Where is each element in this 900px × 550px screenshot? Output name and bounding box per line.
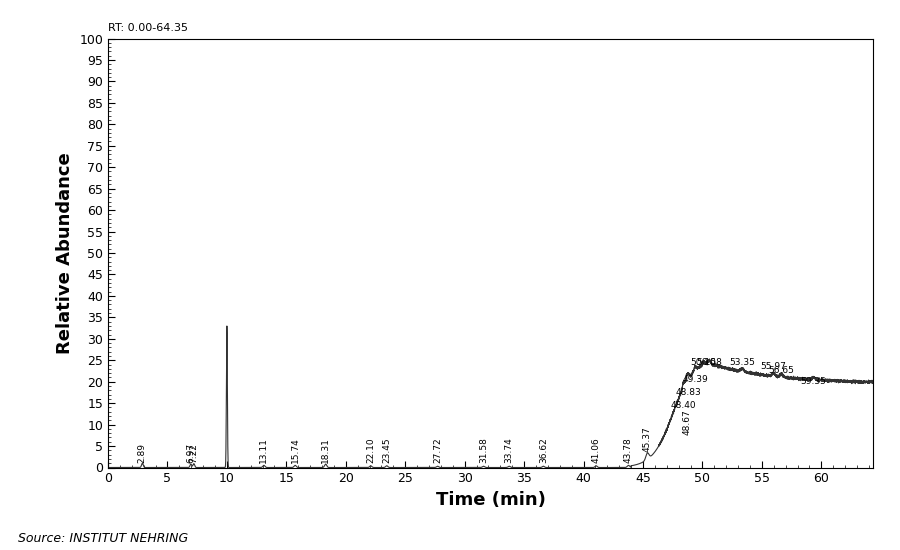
Text: 7.22: 7.22 <box>189 443 198 463</box>
Text: 2.89: 2.89 <box>138 443 147 463</box>
Text: 48.83: 48.83 <box>676 388 701 397</box>
Text: 48.40: 48.40 <box>670 400 697 410</box>
Y-axis label: Relative Abundance: Relative Abundance <box>56 152 74 354</box>
X-axis label: Time (min): Time (min) <box>436 491 545 509</box>
Text: RT: 0.00-64.35: RT: 0.00-64.35 <box>108 23 188 33</box>
Text: 50.10: 50.10 <box>690 358 716 367</box>
Text: 56.65: 56.65 <box>769 366 795 375</box>
Text: 6.97: 6.97 <box>186 443 195 463</box>
Text: 27.72: 27.72 <box>433 438 442 463</box>
Text: Source: INSTITUT NEHRING: Source: INSTITUT NEHRING <box>18 531 188 544</box>
Text: 48.67: 48.67 <box>682 410 691 436</box>
Text: 31.58: 31.58 <box>479 437 488 463</box>
Text: 55.97: 55.97 <box>760 362 787 371</box>
Text: 13.11: 13.11 <box>259 437 268 463</box>
Text: 18.31: 18.31 <box>321 437 330 463</box>
Text: 41.06: 41.06 <box>591 437 600 463</box>
Text: 22.10: 22.10 <box>366 438 375 463</box>
Text: 59.35: 59.35 <box>801 377 826 386</box>
Text: 43.78: 43.78 <box>624 437 633 463</box>
Text: 49.39: 49.39 <box>682 375 708 384</box>
Text: 53.35: 53.35 <box>729 358 755 367</box>
Text: 50.58: 50.58 <box>697 358 722 367</box>
Text: 15.74: 15.74 <box>291 437 300 463</box>
Text: 23.45: 23.45 <box>382 438 392 463</box>
Text: 33.74: 33.74 <box>505 437 514 463</box>
Text: 45.37: 45.37 <box>643 427 652 453</box>
Text: 36.62: 36.62 <box>539 437 548 463</box>
